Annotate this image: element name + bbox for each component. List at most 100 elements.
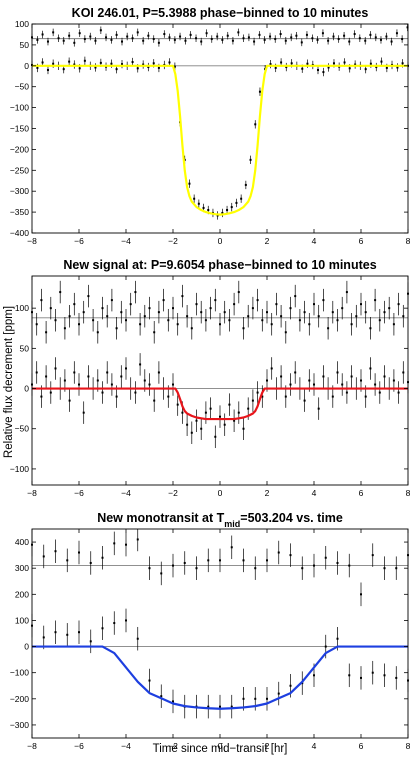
data-point [139,312,142,336]
data-point [337,35,340,43]
data-point [200,300,203,324]
data-point [244,180,247,190]
data-point [68,304,71,328]
data-point [327,63,330,72]
data-point [66,548,69,573]
data-point [300,38,303,47]
data-point [258,31,261,39]
data-point [274,35,277,43]
data-point [68,389,71,412]
data-point [308,312,311,336]
data-point [190,421,193,445]
data-point [143,304,146,328]
data-point [350,365,353,388]
x-tick-label: 4 [312,488,317,498]
y-tick-label: −350 [10,207,29,217]
data-point [54,539,57,563]
data-point [327,316,330,340]
x-tick-label: −4 [121,741,131,751]
data-point [269,59,272,69]
data-point [96,321,99,344]
data-point [371,660,374,685]
data-point [395,29,398,37]
data-point [110,36,113,44]
data-point [200,417,203,440]
data-point [378,308,381,332]
data-point [120,300,123,324]
x-tick-label: −6 [74,741,84,751]
data-point [383,556,386,580]
data-point [160,684,163,708]
data-point [172,553,174,578]
data-point [78,373,80,396]
y-tick-label: 200 [15,589,29,599]
data-point [221,36,224,44]
data-point [195,34,198,42]
x-tick-label: 6 [359,741,364,751]
data-point [147,31,150,40]
data-point [68,31,71,40]
data-point [153,321,156,344]
data-point [295,31,298,40]
data-point [284,321,287,344]
data-point [66,623,69,647]
data-point [120,365,123,388]
data-point [395,666,398,690]
data-point [110,373,113,396]
y-tick-label: −100 [10,668,29,678]
y-tick-label: −100 [10,464,29,474]
data-point [193,194,196,203]
data-point [59,280,62,304]
data-point [364,36,367,45]
data-point [219,312,221,336]
data-point [240,194,243,203]
y-tick-label: −150 [10,124,29,134]
data-point [230,202,233,212]
data-point [341,296,344,320]
y-tick-label: −200 [10,144,29,154]
data-point [78,620,80,644]
data-point [183,551,186,575]
data-point [348,37,351,46]
data-point [168,33,171,42]
chart-title: KOI 246.01, P=5.3988 phase−binned to 10 … [72,6,369,20]
data-point [172,373,174,396]
y-tick-label: −300 [10,186,29,196]
data-point [188,179,191,188]
data-point [41,30,44,39]
data-point [125,532,127,557]
data-point [195,556,198,580]
data-point [247,33,250,42]
y-tick-label: −250 [10,165,29,175]
data-point [49,296,52,320]
data-point [383,300,386,324]
data-point [374,373,377,396]
model-curve [32,387,408,421]
x-tick-label: 8 [406,488,411,498]
data-point [54,620,57,644]
x-tick-label: −2 [168,236,178,246]
data-point [162,288,165,312]
data-point [254,120,257,129]
data-point [289,296,292,320]
data-point [343,31,346,40]
panel-monotransit: New monotransit at Tmid=503.204 vs. time… [10,511,411,751]
data-point [266,300,268,324]
data-point [99,26,102,35]
data-point [345,280,348,304]
data-point [78,29,81,37]
data-point [290,33,293,42]
data-point [371,543,374,567]
data-point [153,389,156,412]
data-point [270,312,273,336]
data-point [200,37,203,46]
data-point [256,381,259,404]
data-point [336,551,339,575]
data-point [317,304,320,328]
data-point [331,300,334,324]
data-point [316,36,319,44]
data-point [54,308,57,332]
data-point [73,60,76,69]
data-point [101,545,104,570]
